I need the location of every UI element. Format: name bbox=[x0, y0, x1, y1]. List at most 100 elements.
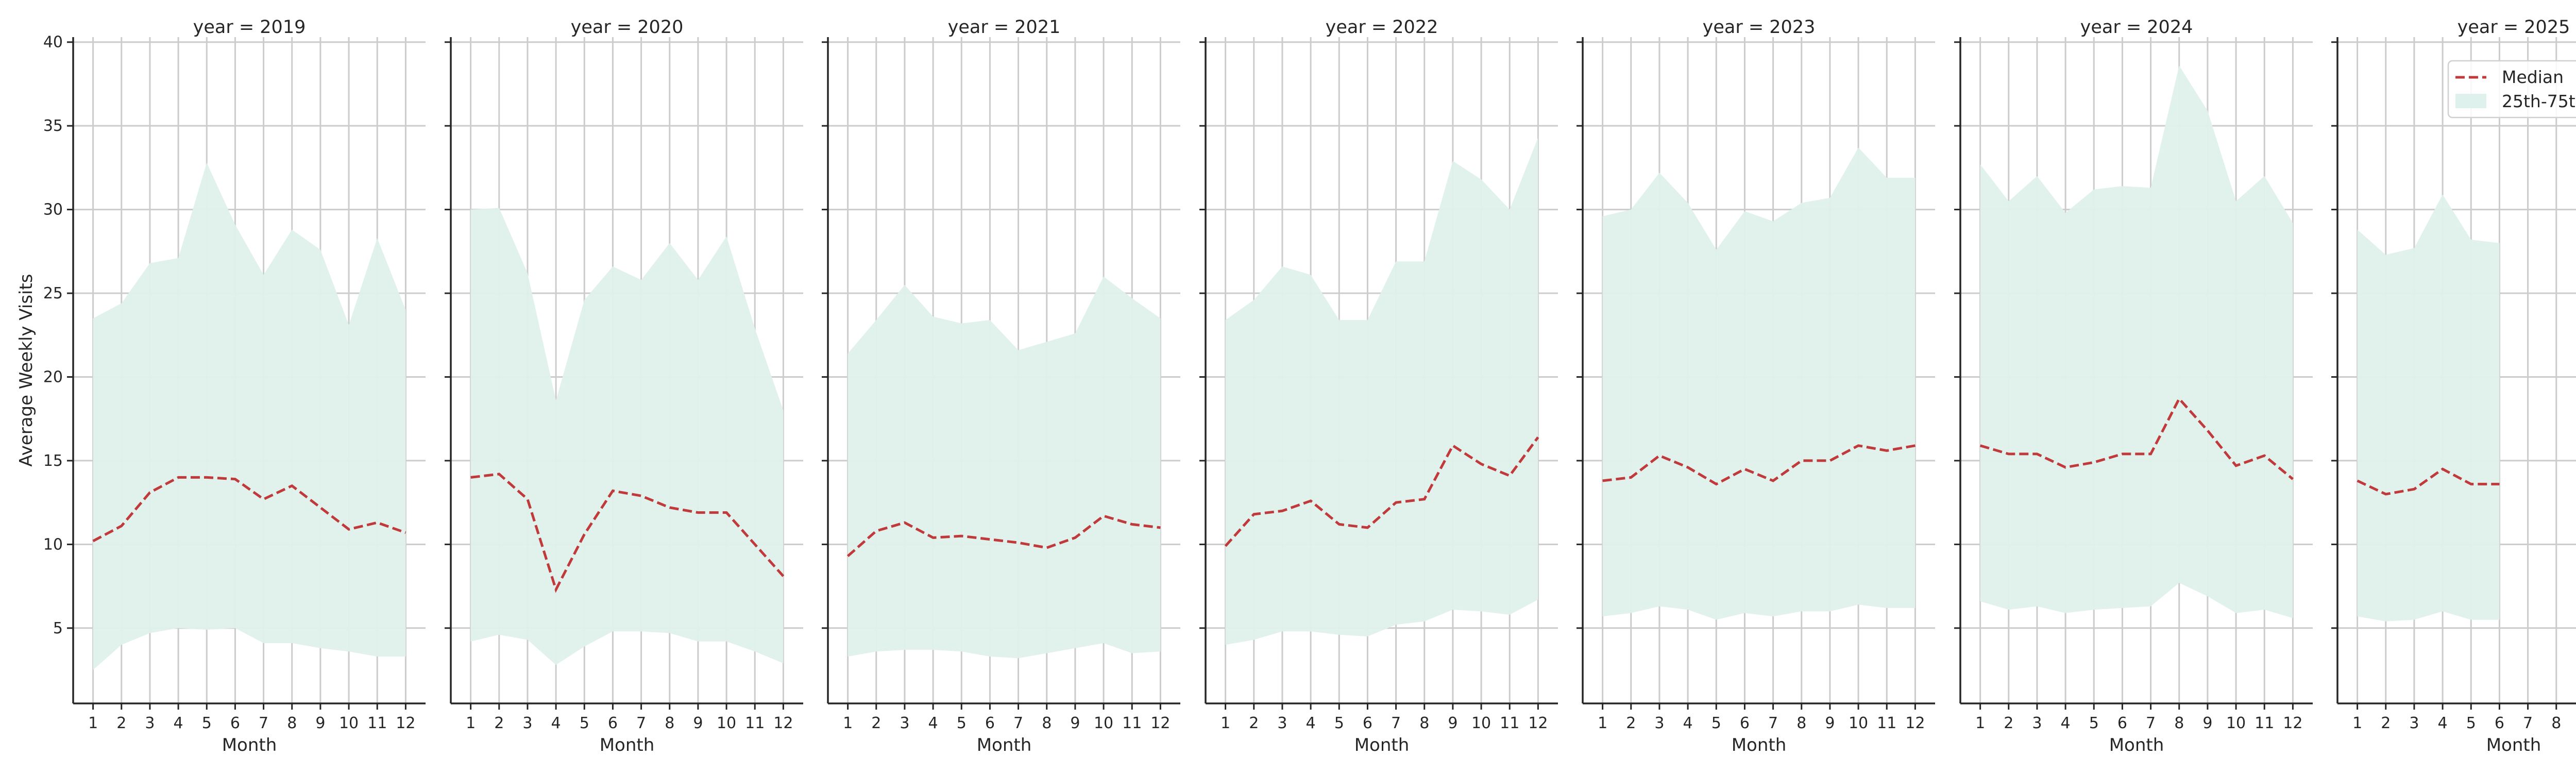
x-tick-label: 10 bbox=[339, 714, 359, 732]
x-axis-title: Month bbox=[977, 735, 1032, 755]
x-tick-label: 2 bbox=[2381, 714, 2391, 732]
panel-title: year = 2025 bbox=[2458, 17, 2570, 38]
y-tick-label: 20 bbox=[43, 368, 63, 386]
x-tick-label: 6 bbox=[1740, 714, 1750, 732]
x-tick-label: 7 bbox=[636, 714, 646, 732]
x-tick-label: 4 bbox=[1306, 714, 1316, 732]
y-tick-label: 5 bbox=[53, 619, 63, 637]
percentile-band bbox=[1980, 65, 2293, 618]
x-tick-label: 4 bbox=[928, 714, 938, 732]
x-tick-label: 8 bbox=[665, 714, 674, 732]
panel-title: year = 2021 bbox=[948, 17, 1061, 38]
x-tick-label: 5 bbox=[202, 714, 212, 732]
x-tick-label: 12 bbox=[1905, 714, 1925, 732]
x-tick-label: 3 bbox=[2409, 714, 2419, 732]
x-tick-label: 12 bbox=[773, 714, 793, 732]
x-tick-label: 4 bbox=[551, 714, 561, 732]
x-axis-title: Month bbox=[600, 735, 655, 755]
x-tick-label: 11 bbox=[1500, 714, 1519, 732]
y-tick-label: 10 bbox=[43, 535, 63, 553]
median-line bbox=[846, 514, 1161, 557]
x-tick-label: 8 bbox=[1797, 714, 1806, 732]
x-tick-label: 12 bbox=[396, 714, 415, 732]
median-line bbox=[1602, 444, 1916, 486]
x-tick-label: 4 bbox=[2438, 714, 2448, 732]
legend-label-band: 25th-75th Percentile bbox=[2502, 91, 2576, 111]
x-tick-label: 1 bbox=[843, 714, 853, 732]
x-tick-label: 6 bbox=[608, 714, 618, 732]
median-line bbox=[92, 476, 406, 543]
x-tick-label: 6 bbox=[985, 714, 995, 732]
y-tick-label: 40 bbox=[43, 33, 63, 52]
percentile-band bbox=[1602, 147, 1916, 620]
x-tick-label: 11 bbox=[745, 714, 765, 732]
x-tick-label: 10 bbox=[2226, 714, 2246, 732]
y-tick-label: 30 bbox=[43, 201, 63, 219]
y-tick-label: 35 bbox=[43, 117, 63, 135]
x-tick-label: 9 bbox=[1070, 714, 1080, 732]
legend-label-median: Median bbox=[2502, 67, 2564, 87]
x-tick-label: 2 bbox=[116, 714, 126, 732]
x-tick-label: 1 bbox=[1598, 714, 1607, 732]
x-tick-label: 11 bbox=[2255, 714, 2274, 732]
x-tick-label: 5 bbox=[2089, 714, 2099, 732]
x-tick-label: 1 bbox=[1221, 714, 1230, 732]
x-tick-label: 7 bbox=[1391, 714, 1401, 732]
x-tick-label: 9 bbox=[693, 714, 703, 732]
panel-title: year = 2023 bbox=[1703, 17, 1816, 38]
x-tick-label: 6 bbox=[230, 714, 240, 732]
x-tick-label: 7 bbox=[1768, 714, 1778, 732]
x-tick-label: 6 bbox=[1363, 714, 1372, 732]
x-tick-label: 8 bbox=[1419, 714, 1429, 732]
x-tick-label: 9 bbox=[315, 714, 325, 732]
median-line bbox=[1979, 396, 2294, 480]
x-tick-label: 3 bbox=[2032, 714, 2042, 732]
x-tick-label: 11 bbox=[367, 714, 387, 732]
x-tick-label: 8 bbox=[2551, 714, 2561, 732]
x-axis-title: Month bbox=[1354, 735, 1410, 755]
percentile-band bbox=[2357, 194, 2500, 621]
x-tick-label: 8 bbox=[287, 714, 297, 732]
x-tick-label: 9 bbox=[2202, 714, 2212, 732]
x-tick-label: 3 bbox=[1654, 714, 1664, 732]
x-tick-label: 3 bbox=[900, 714, 909, 732]
x-tick-label: 12 bbox=[1528, 714, 1548, 732]
x-tick-label: 8 bbox=[1042, 714, 1052, 732]
x-tick-label: 4 bbox=[174, 714, 183, 732]
x-tick-label: 2 bbox=[2004, 714, 2013, 732]
panel-title: year = 2019 bbox=[193, 17, 306, 38]
x-tick-label: 3 bbox=[1277, 714, 1287, 732]
x-tick-label: 3 bbox=[145, 714, 155, 732]
percentile-band bbox=[93, 162, 406, 670]
y-tick-label: 25 bbox=[43, 284, 63, 303]
x-tick-label: 9 bbox=[1825, 714, 1835, 732]
x-axis-title: Month bbox=[2486, 735, 2541, 755]
y-tick-label: 15 bbox=[43, 452, 63, 470]
x-tick-label: 6 bbox=[2117, 714, 2127, 732]
x-tick-label: 5 bbox=[957, 714, 967, 732]
legend: Median 25th-75th Percentile bbox=[2447, 60, 2576, 119]
x-tick-label: 2 bbox=[1249, 714, 1259, 732]
x-tick-label: 5 bbox=[580, 714, 589, 732]
x-tick-label: 7 bbox=[259, 714, 268, 732]
panel-title: year = 2020 bbox=[571, 17, 684, 38]
x-tick-label: 7 bbox=[2146, 714, 2156, 732]
x-axis-title: Month bbox=[222, 735, 277, 755]
x-tick-label: 2 bbox=[1626, 714, 1636, 732]
x-tick-label: 10 bbox=[717, 714, 736, 732]
panel-title: year = 2022 bbox=[1326, 17, 1438, 38]
x-tick-label: 11 bbox=[1122, 714, 1142, 732]
percentile-band bbox=[1225, 137, 1538, 645]
x-tick-label: 6 bbox=[2495, 714, 2504, 732]
x-tick-label: 8 bbox=[2174, 714, 2184, 732]
x-axis-title: Month bbox=[1732, 735, 1787, 755]
x-tick-label: 4 bbox=[1683, 714, 1693, 732]
median-line bbox=[470, 473, 785, 593]
x-tick-label: 12 bbox=[2283, 714, 2302, 732]
